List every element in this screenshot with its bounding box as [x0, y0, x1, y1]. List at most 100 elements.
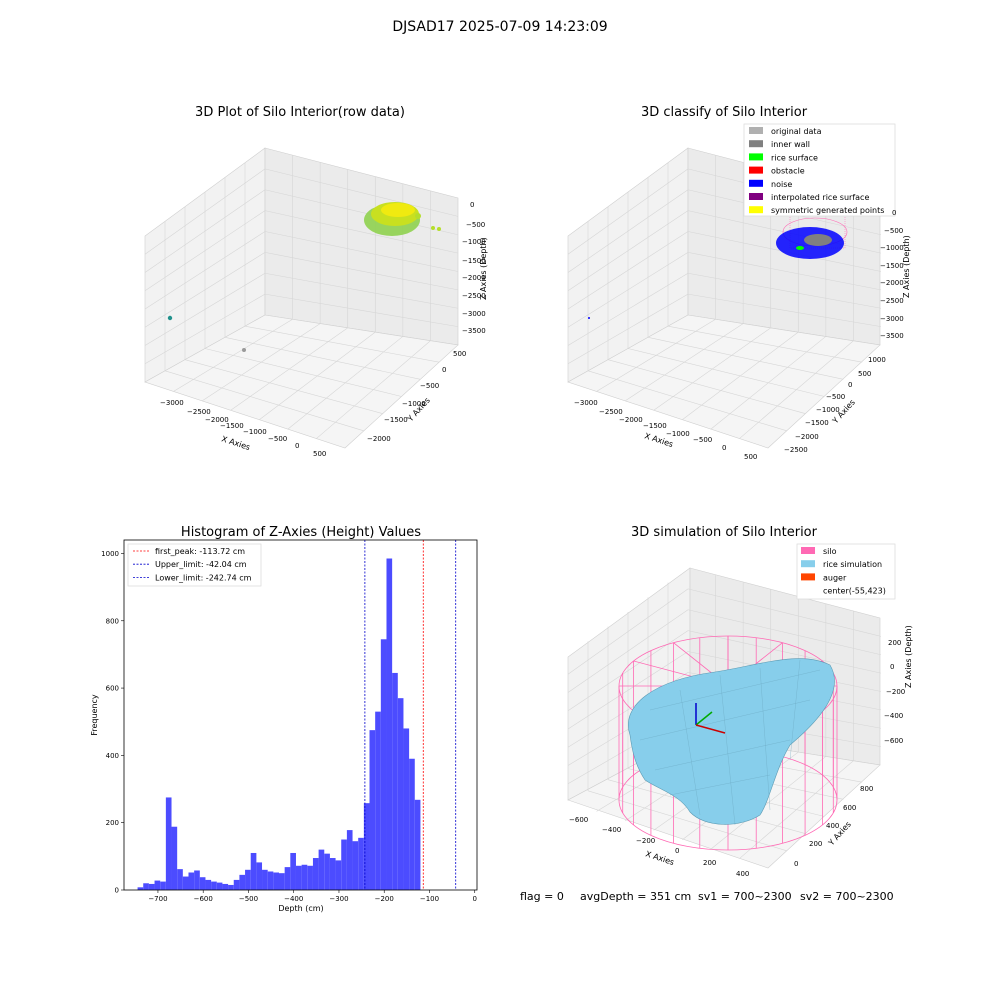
histogram-bar — [284, 867, 291, 890]
grid-line — [567, 609, 689, 693]
histogram-bar — [403, 728, 410, 890]
x-tick-label: −600 — [194, 895, 213, 903]
legend-swatch — [801, 573, 815, 581]
x-tick-label: 0 — [473, 895, 477, 903]
grid-line — [144, 231, 266, 310]
legend-label: first_peak: -113.72 cm — [155, 547, 245, 556]
grid-line — [224, 337, 421, 380]
z-tick-label: −3500 — [880, 332, 904, 340]
legend-label: Lower_limit: -242.74 cm — [155, 573, 252, 582]
x-tick-label: 0 — [295, 442, 299, 450]
y-tick-label: 500 — [858, 370, 871, 378]
grid-line — [687, 272, 882, 309]
point-cluster — [381, 203, 415, 217]
grid-line — [587, 790, 787, 852]
panel-classify-3d: 3D classify of Silo Interior original da… — [567, 105, 911, 461]
histogram-bars — [137, 558, 421, 890]
point — [437, 227, 441, 231]
y-tick-label: 0 — [848, 381, 852, 389]
y-tick-label: 0 — [115, 887, 119, 895]
center-axes — [695, 703, 726, 734]
histogram-bar — [358, 837, 364, 890]
x-axis-label: Depth (cm) — [278, 904, 323, 913]
legend-frame — [127, 543, 262, 587]
rice-surface-points — [796, 246, 804, 250]
grid-line — [264, 293, 459, 327]
surface-mesh — [639, 659, 821, 826]
legend-swatch — [749, 193, 763, 200]
histogram-bar — [262, 869, 268, 890]
x-tick-label: 200 — [703, 859, 716, 867]
z-tick-label: −400 — [884, 712, 903, 720]
histogram-bar — [307, 865, 313, 890]
grid-line — [173, 319, 293, 392]
histogram-bar — [177, 869, 183, 890]
z-tick-label: −2500 — [462, 292, 486, 300]
x-tick-label: 500 — [313, 450, 326, 458]
grid-line — [264, 252, 459, 291]
histogram-bar — [205, 879, 212, 890]
y-tick-label: 0 — [794, 860, 798, 868]
grid-line — [687, 210, 882, 254]
grid-line — [647, 337, 844, 380]
histogram-bar — [250, 852, 257, 890]
z-tick-label: −1000 — [880, 244, 904, 252]
rice-simulation-surface — [628, 658, 835, 825]
status-sv2: sv2 = 700~2300 — [800, 890, 894, 903]
y-tick-label: −2000 — [367, 435, 391, 443]
histogram-bar — [137, 887, 144, 890]
z-tick-label: −3000 — [880, 315, 904, 323]
histogram-bar — [329, 858, 336, 890]
histogram-bar — [160, 881, 166, 890]
y-tick-label: −500 — [826, 393, 845, 401]
grid-line — [567, 231, 689, 310]
y-axis-label: Frequency — [90, 694, 99, 736]
legend: silo rice simulation auger center(-55,423) — [796, 543, 896, 600]
y-tick-label: 200 — [809, 840, 822, 848]
legend-label: inner wall — [771, 140, 810, 149]
grid-line — [204, 348, 402, 397]
legend-frame — [796, 543, 896, 600]
grid-line — [184, 359, 383, 414]
z-tick-label: 0 — [892, 209, 896, 217]
z-tick-label: −200 — [886, 688, 905, 696]
status-flag: flag = 0 — [520, 890, 564, 903]
x-tick-label: −3000 — [574, 399, 598, 407]
z-tick-label: −500 — [884, 227, 903, 235]
legend: first_peak: -113.72 cm Upper_limit: -42.0… — [127, 543, 262, 587]
legend-entries: first_peak: -113.72 cm Upper_limit: -42.0… — [133, 547, 252, 582]
histogram-bar — [397, 698, 404, 890]
grid-line — [653, 327, 771, 411]
x-tick-label: −2500 — [187, 408, 211, 416]
grid-line — [687, 293, 882, 327]
legend-entries: silo rice simulation auger center(-55,423) — [801, 547, 886, 596]
grid-lines — [144, 155, 459, 439]
y-tick-label: −1500 — [384, 416, 408, 424]
z-tick-label: −500 — [466, 221, 485, 229]
legend-swatch — [749, 206, 763, 214]
grid-line — [710, 336, 827, 430]
grid-line — [264, 210, 459, 254]
z-tick-label: −1500 — [462, 257, 486, 265]
y-tick-label: −1500 — [805, 419, 829, 427]
grid-line — [587, 370, 787, 432]
histogram-bar — [199, 877, 206, 890]
y-tick-labels: 800 600 400 200 0 — [794, 785, 873, 868]
z-tick-labels: 200 0 −200 −400 −600 — [884, 639, 905, 745]
histogram-bar — [409, 758, 415, 890]
histogram-bar — [154, 880, 161, 890]
legend-label: interpolated rice surface — [771, 193, 869, 202]
histogram-bar — [182, 876, 189, 890]
grid-line — [627, 348, 825, 397]
z-tick-label: −3000 — [462, 310, 486, 318]
legend-label: obstacle — [771, 167, 805, 176]
x-axis-label: X Axies — [644, 849, 675, 867]
x-tick-label: −3000 — [160, 399, 184, 407]
histogram-bar — [273, 872, 280, 890]
y-tick-labels: 1000 500 0 −500 −1000 −1500 −2000 −2500 — [784, 356, 886, 454]
histogram-bar — [341, 839, 347, 890]
grid-line — [244, 325, 440, 363]
grid-line — [624, 323, 744, 402]
grid-line — [567, 588, 689, 675]
y-ticks: 0 200 400 600 800 1000 — [101, 550, 124, 895]
